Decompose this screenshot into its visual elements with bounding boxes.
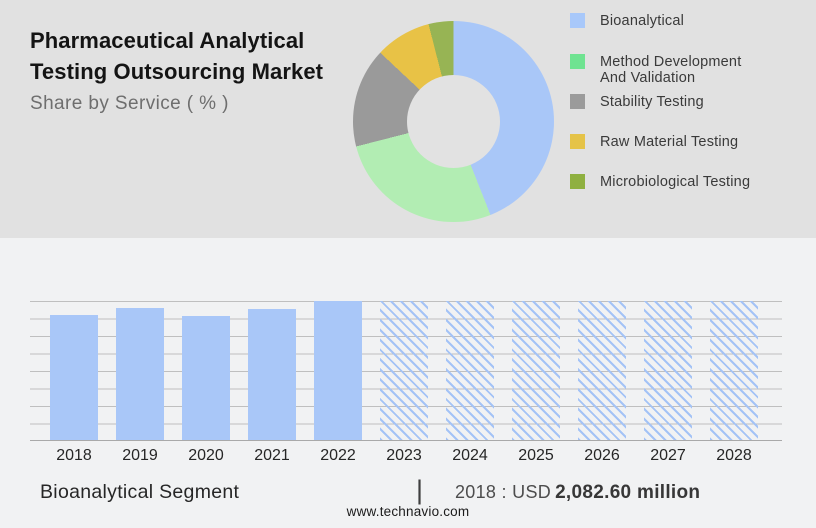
legend-swatch-method-development — [570, 53, 585, 69]
bar-2018 — [50, 314, 98, 440]
x-label-2018: 2018 — [56, 447, 92, 464]
legend-item-stability-testing: Stability Testing — [570, 93, 810, 111]
bar-2025-forecast — [512, 301, 560, 440]
website-link[interactable]: www.technavio.com — [346, 504, 470, 519]
legend-swatch-bioanalytical — [570, 13, 585, 28]
bar-2021 — [248, 308, 296, 440]
page-subtitle: Share by Service ( % ) — [30, 93, 229, 114]
bar-chart-section: 2018 2019 2020 2021 2022 2023 2024 2025 … — [0, 238, 816, 528]
legend-swatch-microbiological-testing — [570, 173, 585, 189]
bar-2024-forecast — [446, 301, 494, 440]
legend-item-microbiological-testing: Microbiological Testing — [570, 173, 810, 191]
legend-item-raw-material-testing: Raw Material Testing — [570, 134, 810, 151]
segment-value-prefix: 2018 : USD — [455, 482, 552, 502]
header-section: Pharmaceutical Analytical Testing Outsou… — [0, 0, 816, 238]
bars-container — [30, 301, 782, 440]
x-label-2026: 2026 — [584, 447, 620, 464]
page-title: Pharmaceutical Analytical Testing Outsou… — [30, 28, 324, 84]
divider-bar: | — [416, 475, 424, 505]
legend-swatch-stability-testing — [570, 93, 585, 109]
x-label-2024: 2024 — [452, 447, 488, 464]
segment-label: Bioanalytical Segment — [40, 481, 240, 503]
legend-label-bioanalytical: Bioanalytical — [600, 13, 685, 29]
x-label-2028: 2028 — [716, 447, 752, 464]
bar-2027-forecast — [644, 301, 692, 440]
donut-chart — [353, 21, 554, 222]
segment-value-amount: 2,082.60 million — [555, 482, 701, 503]
bar-2026-forecast — [578, 301, 626, 440]
bar-2019 — [116, 307, 164, 440]
bar-2022 — [314, 301, 362, 440]
x-axis-labels: 2018 2019 2020 2021 2022 2023 2024 2025 … — [30, 447, 782, 465]
bar-2023-forecast — [380, 301, 428, 440]
title-block: Pharmaceutical Analytical Testing Outsou… — [30, 25, 362, 115]
legend-label-microbiological-testing: Microbiological Testing — [600, 173, 751, 190]
bar-chart-plot — [30, 301, 782, 441]
x-label-2022: 2022 — [320, 447, 356, 464]
x-label-2023: 2023 — [386, 447, 422, 464]
x-label-2027: 2027 — [650, 447, 686, 464]
x-label-2020: 2020 — [188, 447, 224, 464]
donut-hole — [407, 75, 500, 168]
legend-swatch-raw-material-testing — [570, 134, 585, 149]
legend-label-stability-testing: Stability Testing — [600, 93, 704, 110]
legend-item-method-development: Method Development And Validation — [570, 53, 810, 87]
x-label-2025: 2025 — [518, 447, 554, 464]
x-label-2021: 2021 — [254, 447, 290, 464]
segment-value: 2018 : USD 2,082.60 million — [455, 482, 700, 504]
bar-2028-forecast — [710, 301, 758, 440]
bar-2020 — [182, 315, 230, 440]
x-label-2019: 2019 — [122, 447, 158, 464]
donut-legend: Bioanalytical Method Development And Val… — [570, 13, 810, 214]
legend-label-raw-material-testing: Raw Material Testing — [600, 134, 739, 150]
legend-label-method-development: Method Development And Validation — [600, 53, 742, 87]
legend-item-bioanalytical: Bioanalytical — [570, 13, 810, 30]
